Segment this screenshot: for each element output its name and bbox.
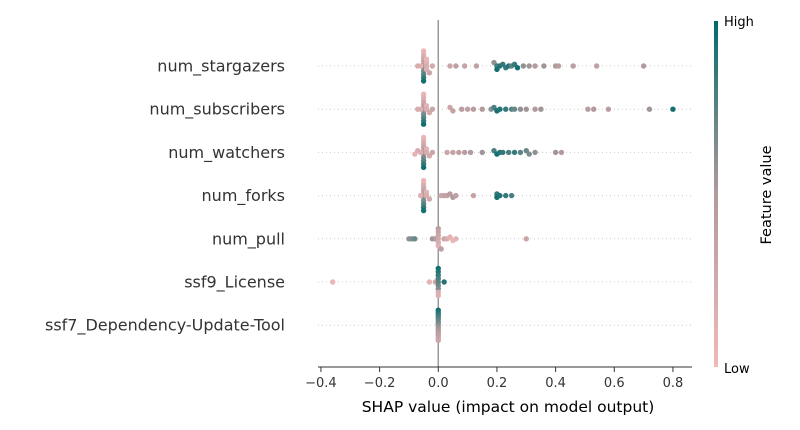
shap-point bbox=[641, 63, 646, 68]
shap-point bbox=[462, 63, 467, 68]
shap-point bbox=[503, 107, 508, 112]
shap-point bbox=[430, 63, 435, 68]
shap-point bbox=[606, 107, 611, 112]
shap-point bbox=[532, 63, 537, 68]
shap-point bbox=[462, 150, 467, 155]
shap-point bbox=[330, 279, 335, 284]
shap-point bbox=[436, 338, 441, 343]
shap-point bbox=[421, 165, 426, 170]
shap-point bbox=[468, 150, 473, 155]
x-tick-label: −0.4 bbox=[305, 376, 337, 391]
colorbar-label: Feature value bbox=[759, 145, 775, 244]
shap-point bbox=[524, 107, 529, 112]
shap-point bbox=[441, 279, 446, 284]
shap-point bbox=[444, 150, 449, 155]
x-tick-label: 0.2 bbox=[487, 376, 508, 391]
colorbar: High Low Feature value bbox=[714, 15, 775, 377]
shap-point bbox=[556, 63, 561, 68]
shap-point bbox=[465, 107, 470, 112]
shap-point bbox=[427, 196, 432, 201]
shap-point bbox=[585, 107, 590, 112]
shap-point bbox=[421, 78, 426, 83]
shap-point bbox=[512, 150, 517, 155]
x-tick-label: −0.2 bbox=[364, 376, 396, 391]
x-axis-label: SHAP value (impact on model output) bbox=[362, 398, 655, 416]
shap-point bbox=[541, 63, 546, 68]
shap-point bbox=[515, 65, 520, 70]
shap-point bbox=[527, 151, 532, 156]
feature-label: ssf9_License bbox=[184, 273, 285, 293]
shap-point bbox=[415, 63, 420, 68]
shap-point bbox=[670, 107, 675, 112]
shap-point bbox=[512, 107, 517, 112]
x-tick-label: 0.8 bbox=[663, 376, 684, 391]
shap-point bbox=[480, 150, 485, 155]
shap-point bbox=[471, 107, 476, 112]
shap-point bbox=[509, 193, 514, 198]
colorbar-high-label: High bbox=[724, 15, 754, 30]
shap-point bbox=[412, 151, 417, 156]
shap-point bbox=[459, 107, 464, 112]
shap-point bbox=[518, 107, 523, 112]
shap-point bbox=[436, 293, 441, 298]
x-tick-label: 0.6 bbox=[604, 376, 625, 391]
shap-point bbox=[427, 279, 432, 284]
shap-point bbox=[412, 236, 417, 241]
shap-point bbox=[497, 193, 502, 198]
shap-point bbox=[532, 107, 537, 112]
feature-label: num_forks bbox=[202, 186, 285, 206]
x-tick-label: 0.4 bbox=[545, 376, 566, 391]
shap-point bbox=[415, 107, 420, 112]
shap-point bbox=[471, 193, 476, 198]
feature-label: ssf7_Dependency-Update-Tool bbox=[45, 316, 285, 336]
shap-point bbox=[474, 63, 479, 68]
shap-point bbox=[453, 63, 458, 68]
shap-point bbox=[503, 193, 508, 198]
shap-point bbox=[439, 246, 444, 251]
shap-point bbox=[506, 150, 511, 155]
colorbar-low-label: Low bbox=[724, 362, 750, 377]
feature-label: num_pull bbox=[212, 229, 285, 249]
shap-point bbox=[430, 150, 435, 155]
shap-point bbox=[559, 150, 564, 155]
shap-point bbox=[518, 150, 523, 155]
shap-point bbox=[527, 63, 532, 68]
shap-point bbox=[591, 107, 596, 112]
shap-point bbox=[571, 63, 576, 68]
shap-point bbox=[450, 150, 455, 155]
feature-label: num_watchers bbox=[168, 143, 285, 163]
colorbar-gradient bbox=[714, 21, 718, 367]
shap-point bbox=[456, 150, 461, 155]
shap-point bbox=[453, 193, 458, 198]
x-tick-label: 0.0 bbox=[428, 376, 449, 391]
shap-point bbox=[532, 150, 537, 155]
shap-point bbox=[480, 107, 485, 112]
shap-point bbox=[553, 150, 558, 155]
shap-point bbox=[427, 70, 432, 75]
shap-point bbox=[453, 236, 458, 241]
shap-point bbox=[524, 236, 529, 241]
shap-point bbox=[497, 107, 502, 112]
shap-point bbox=[594, 63, 599, 68]
feature-labels: num_stargazers num_subscribers num_watcher… bbox=[45, 57, 285, 336]
shap-point bbox=[430, 107, 435, 112]
shap-point bbox=[421, 122, 426, 127]
shap-point bbox=[500, 150, 505, 155]
shap-point bbox=[418, 193, 423, 198]
shap-point bbox=[447, 63, 452, 68]
feature-label: num_subscribers bbox=[149, 100, 285, 120]
shap-point bbox=[521, 63, 526, 68]
shap-point bbox=[450, 108, 455, 113]
shap-point bbox=[421, 208, 426, 213]
shap-point bbox=[538, 107, 543, 112]
shap-point bbox=[647, 107, 652, 112]
x-axis: −0.4 −0.2 0.0 0.2 0.4 0.6 0.8 SHAP value (impac… bbox=[305, 367, 692, 416]
feature-label: num_stargazers bbox=[157, 57, 285, 77]
